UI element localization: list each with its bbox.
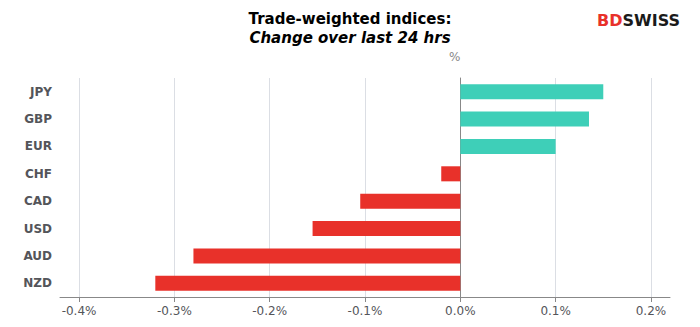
svg-text:-0.3%: -0.3% xyxy=(157,304,192,318)
svg-text:0.0%: 0.0% xyxy=(445,304,476,318)
svg-text:GBP: GBP xyxy=(24,112,52,126)
svg-text:CHF: CHF xyxy=(25,167,52,181)
svg-text:Change over last 24 hrs: Change over last 24 hrs xyxy=(249,29,450,47)
svg-text:-0.1%: -0.1% xyxy=(348,304,383,318)
svg-text:%: % xyxy=(449,50,460,64)
svg-text:-0.2%: -0.2% xyxy=(252,304,287,318)
svg-text:NZD: NZD xyxy=(23,276,52,290)
svg-text:JPY: JPY xyxy=(29,85,52,99)
svg-text:0.2%: 0.2% xyxy=(636,304,667,318)
svg-text:CAD: CAD xyxy=(24,194,52,208)
svg-text:AUD: AUD xyxy=(23,249,52,263)
svg-text:BD: BD xyxy=(597,11,622,30)
svg-text:USD: USD xyxy=(24,222,52,236)
svg-text:Trade-weighted indices:: Trade-weighted indices: xyxy=(249,10,452,28)
svg-text:-0.4%: -0.4% xyxy=(62,304,97,318)
svg-text:SWISS: SWISS xyxy=(623,11,680,30)
svg-text:EUR: EUR xyxy=(25,139,52,153)
svg-text:0.1%: 0.1% xyxy=(540,304,571,318)
